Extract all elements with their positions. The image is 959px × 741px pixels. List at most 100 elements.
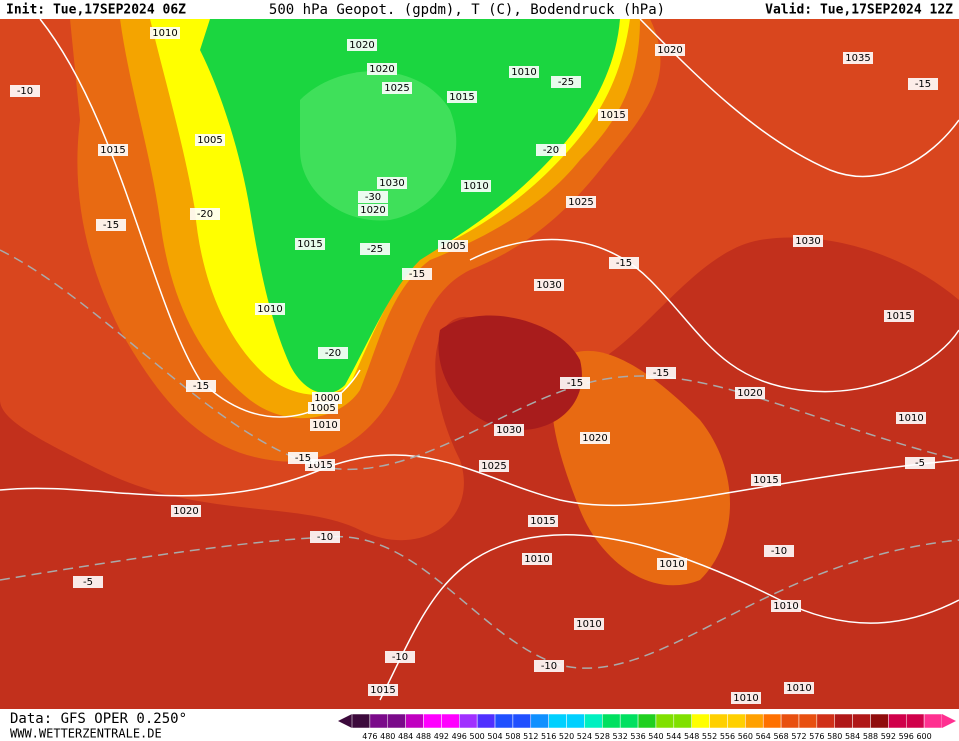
isobar-label-box (574, 618, 604, 630)
colorbar-cell (655, 713, 675, 729)
colorbar-label: 544 (666, 732, 681, 741)
colorbar-label: 488 (416, 732, 431, 741)
isobar-label: 1010 (152, 28, 177, 39)
isobar-label: 1020 (360, 205, 385, 216)
isobar-label: 1015 (297, 239, 322, 250)
isobar-label-box (494, 424, 524, 436)
isobar-label: 1020 (582, 433, 607, 444)
colorbar-cell (888, 713, 907, 729)
colorbar-label: 596 (899, 732, 914, 741)
isobar-label-box (896, 412, 926, 424)
isobar-label-box (312, 392, 342, 404)
field-red-core (438, 315, 582, 430)
isobar-label: 1025 (568, 197, 593, 208)
temperature-label: -15 (295, 453, 311, 464)
temperature-label: -10 (317, 532, 333, 543)
temperature-label-box (385, 651, 415, 663)
isobar-label: 1035 (845, 53, 870, 64)
isobar-label: 1010 (898, 413, 923, 424)
isobar-label: 1025 (384, 83, 409, 94)
colorbar-arrow-right (942, 714, 956, 728)
isobar-label-box (310, 419, 340, 431)
isobar-label-box (771, 600, 801, 612)
colorbar-cell (405, 713, 424, 729)
temperature-label-box (551, 76, 581, 88)
temperature-label-box (186, 380, 216, 392)
temperature-label: -15 (616, 258, 632, 269)
isobar-label: 1020 (369, 64, 394, 75)
temperature-label: -10 (771, 546, 787, 557)
isobar-label: 1025 (481, 461, 506, 472)
isobar-label-box (367, 63, 397, 75)
isobar-label-box (731, 692, 761, 704)
isobar-label-box (447, 91, 477, 103)
isobar-label-box (884, 310, 914, 322)
colorbar-label: 512 (523, 732, 538, 741)
colorbar-cell (351, 713, 371, 729)
colorbar-cell (423, 713, 442, 729)
colorbar-cell (512, 713, 532, 729)
colorbar-cell (834, 713, 853, 729)
isobar-label: 1010 (659, 559, 684, 570)
colorbar-cell (530, 713, 549, 729)
temperature-label-box (402, 268, 432, 280)
temperature-label-box (646, 367, 676, 379)
isobar-label: 1010 (257, 304, 282, 315)
colorbar-label: 520 (559, 732, 574, 741)
colorbar-cell (369, 713, 389, 729)
colorbar-cell (852, 713, 871, 729)
isobar-label-box (368, 684, 398, 696)
isobar-label-box (735, 387, 765, 399)
colorbar-cell (637, 713, 657, 729)
isobar-label: 1020 (173, 506, 198, 517)
colorbar-cell (459, 713, 478, 729)
colorbar-cell (602, 713, 621, 729)
colorbar-label: 524 (577, 732, 592, 741)
colorbar-cell (780, 713, 800, 729)
colorbar: 476 480 484 488 492 496 500 504 508 512 516 520 524 5… (338, 713, 956, 741)
temperature-label: -5 (83, 577, 93, 588)
temperature-label: -30 (365, 192, 381, 203)
colorbar-label: 568 (773, 732, 788, 741)
colorbar-cell (923, 713, 943, 729)
isobar-label-box (438, 240, 468, 252)
temperature-label-box (536, 144, 566, 156)
colorbar-label: 528 (595, 732, 610, 741)
colorbar-label: 576 (809, 732, 824, 741)
colorbar-label: 552 (702, 732, 717, 741)
contour-labels: 1010 1020 1020 1020 1025 1010 1015 1015 1035 1015… (10, 27, 938, 704)
colorbar-cell (709, 713, 728, 729)
isobar-label: 1030 (496, 425, 521, 436)
colorbar-label: 508 (505, 732, 520, 741)
isobar-label-box (479, 460, 509, 472)
colorbar-label: 600 (916, 732, 931, 741)
isobar-label-box (98, 144, 128, 156)
colorbar-cell (673, 713, 692, 729)
isobar-label: 1030 (795, 236, 820, 247)
temperature-label-box (908, 78, 938, 90)
isobar-label: 1010 (524, 554, 549, 565)
colorbar-label: 496 (452, 732, 467, 741)
colorbar-label: 580 (827, 732, 842, 741)
temperature-label: -5 (915, 458, 925, 469)
temperature-label: -15 (915, 79, 931, 90)
isobar-label-box (793, 235, 823, 247)
isobar-label: 1005 (440, 241, 465, 252)
temperature-label-box (560, 377, 590, 389)
temperature-label: -10 (392, 652, 408, 663)
isobar-label-box (522, 553, 552, 565)
temperature-label: -25 (558, 77, 574, 88)
colorbar-label: 484 (398, 732, 413, 741)
temperature-label-box (358, 191, 388, 203)
colorbar-cell (905, 713, 925, 729)
colorbar-label: 564 (756, 732, 771, 741)
isobar-label-box (509, 66, 539, 78)
colorbar-label: 492 (434, 732, 449, 741)
colorbar-cell (691, 713, 710, 729)
colorbar-cell (548, 713, 567, 729)
colorbar-label: 540 (648, 732, 663, 741)
temperature-label: -25 (367, 244, 383, 255)
isobar-label: 1020 (737, 388, 762, 399)
colorbar-cell (816, 713, 835, 729)
